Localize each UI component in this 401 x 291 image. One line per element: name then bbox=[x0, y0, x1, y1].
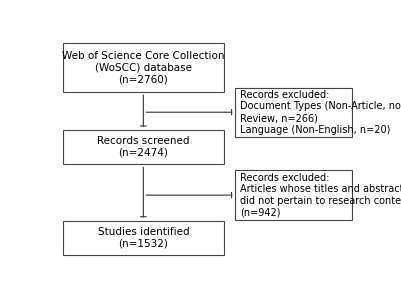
Text: Records excluded:
Articles whose titles and abstracts
did not pertain to researc: Records excluded: Articles whose titles … bbox=[240, 173, 401, 218]
FancyBboxPatch shape bbox=[63, 43, 224, 92]
FancyBboxPatch shape bbox=[63, 130, 224, 164]
Text: Records screened
(n=2474): Records screened (n=2474) bbox=[97, 136, 190, 158]
Text: Web of Science Core Collection
(WoSCC) database
(n=2760): Web of Science Core Collection (WoSCC) d… bbox=[62, 51, 225, 84]
FancyBboxPatch shape bbox=[235, 88, 352, 137]
Text: Records excluded:
Document Types (Non-Article, non-
Review, n=266)
Language (Non: Records excluded: Document Types (Non-Ar… bbox=[240, 90, 401, 135]
FancyBboxPatch shape bbox=[63, 221, 224, 255]
FancyBboxPatch shape bbox=[235, 171, 352, 220]
Text: Studies identified
(n=1532): Studies identified (n=1532) bbox=[97, 227, 189, 249]
